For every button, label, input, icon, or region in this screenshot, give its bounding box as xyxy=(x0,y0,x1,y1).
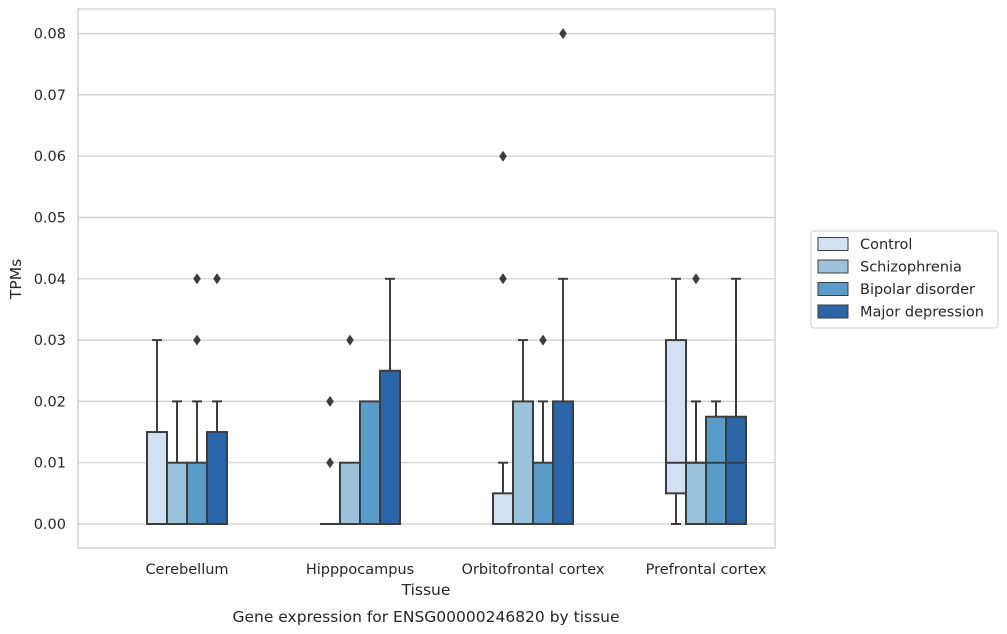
legend-label: Major depression xyxy=(860,305,984,321)
box-body xyxy=(359,400,381,525)
legend-swatch xyxy=(817,282,849,296)
y-tick-label: 0.02 xyxy=(34,394,66,410)
box-body xyxy=(186,461,208,526)
box-control xyxy=(146,339,168,525)
x-tick-label: Hipppocampus xyxy=(306,562,414,578)
y-tick-label: 0.08 xyxy=(34,27,66,43)
box-body xyxy=(492,492,514,526)
x-tick-label: Orbitofrontal cortex xyxy=(462,562,605,578)
plot-frame xyxy=(77,8,776,549)
legend-label: Schizophrenia xyxy=(860,260,962,276)
box-major-depression xyxy=(379,277,401,525)
x-axis-ticks: Cerebellum Hipppocampus Orbitofrontal cort… xyxy=(145,562,766,578)
box-body xyxy=(512,400,534,525)
outlier-point xyxy=(326,395,334,407)
box-body xyxy=(379,369,401,525)
legend-label: Control xyxy=(860,237,912,253)
box-control xyxy=(665,277,687,525)
y-tick-label: 0.05 xyxy=(34,211,66,227)
box-body xyxy=(339,461,361,526)
outlier-point xyxy=(213,273,221,285)
box-body xyxy=(146,431,168,525)
box-bipolar-disorder xyxy=(186,273,208,526)
y-axis-label: TPMs xyxy=(7,259,25,300)
y-tick-label: 0.06 xyxy=(34,149,66,165)
x-tick-label: Cerebellum xyxy=(145,562,228,578)
box-bipolar-disorder xyxy=(705,400,727,526)
box-schizophrenia xyxy=(166,400,188,526)
legend-swatch xyxy=(817,259,849,274)
y-tick-label: 0.00 xyxy=(34,517,66,533)
box-body xyxy=(685,461,707,526)
box-major-depression xyxy=(206,273,228,525)
outlier-point xyxy=(193,334,201,346)
outlier-point xyxy=(193,273,201,285)
outlier-point xyxy=(499,150,507,162)
legend: Control Schizophrenia Bipolar disorder Majo… xyxy=(810,230,999,329)
outlier-point xyxy=(346,334,354,346)
legend-frame xyxy=(810,230,999,329)
box-body xyxy=(725,415,747,526)
y-tick-label: 0.07 xyxy=(34,88,66,104)
box-body xyxy=(665,339,687,495)
outlier-point xyxy=(326,457,334,469)
y-tick-label: 0.04 xyxy=(34,272,66,288)
box-body xyxy=(532,461,554,526)
y-axis-ticks: 0.00 0.01 0.02 0.03 0.04 0.05 0.06 0.07 0.08 xyxy=(34,27,66,533)
legend-swatch xyxy=(817,304,849,319)
chart-caption: Gene expression for ENSG00000246820 by t… xyxy=(232,608,619,626)
legend-label: Bipolar disorder xyxy=(860,282,975,298)
box-body xyxy=(206,431,228,525)
y-tick-label: 0.01 xyxy=(34,456,66,472)
box-bipolar-disorder xyxy=(359,400,381,525)
box-control xyxy=(320,395,340,525)
box-major-depression xyxy=(725,277,747,526)
box-body xyxy=(552,400,574,525)
outlier-point xyxy=(692,273,700,285)
outlier-point xyxy=(539,334,547,346)
y-tick-label: 0.03 xyxy=(34,333,66,349)
x-axis-label: Tissue xyxy=(401,581,451,599)
x-tick-label: Prefrontal cortex xyxy=(646,562,767,578)
box-control xyxy=(492,150,514,526)
box-schizophrenia xyxy=(685,273,707,526)
outlier-point xyxy=(499,273,507,285)
box-groups xyxy=(146,28,747,526)
legend-swatch xyxy=(817,237,849,251)
box-major-depression xyxy=(552,28,574,525)
box-body xyxy=(166,461,188,526)
outlier-point xyxy=(559,28,567,40)
box-body xyxy=(705,415,727,526)
